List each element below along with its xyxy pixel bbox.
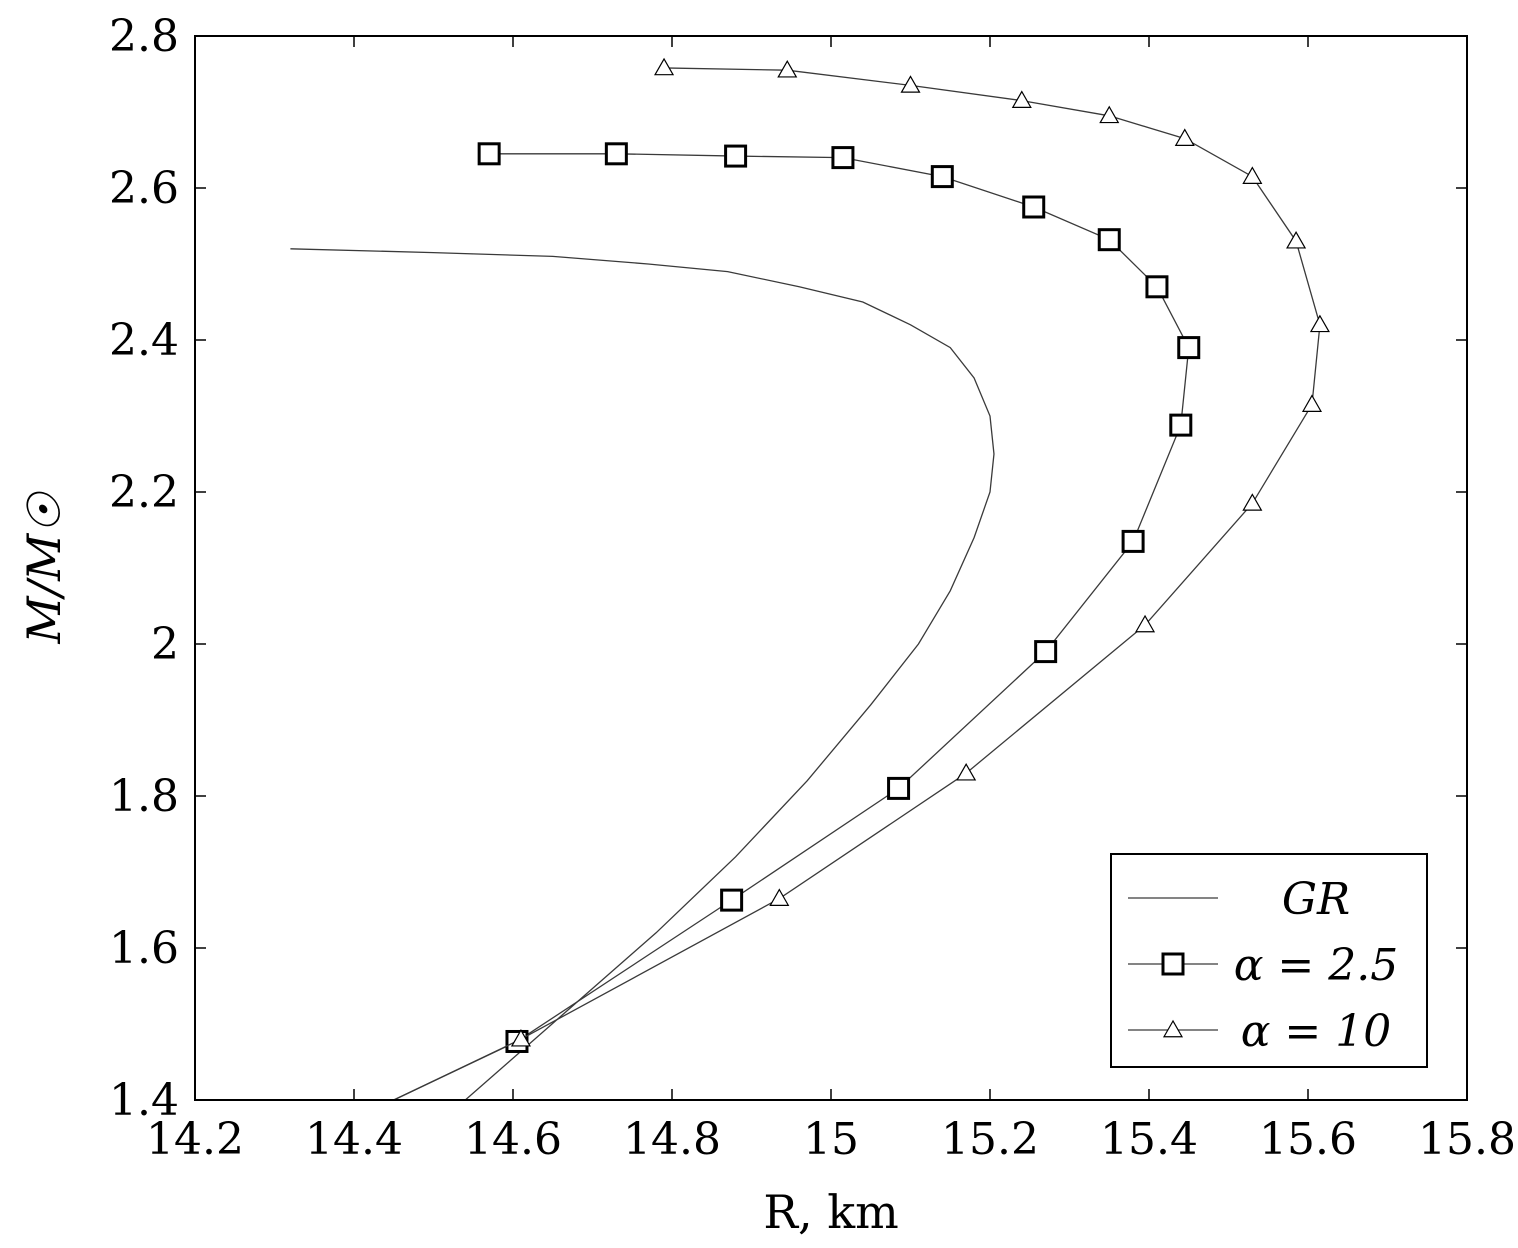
data-point-2-7 [1309, 314, 1330, 333]
legend-entry-2: α = 10 [1128, 1006, 1391, 1057]
y-tick-label-4: 2.2 [109, 467, 179, 518]
data-point-2-5 [1242, 493, 1263, 511]
data-point-1-10 [1022, 195, 1046, 219]
data-point-2-3 [956, 762, 977, 781]
data-point-2-1 [510, 1028, 531, 1047]
y-tick-label-7: 2.8 [109, 11, 179, 62]
tick-labels: 14.2 14.4 14.6 14.8 15 15.2 15.4 15.6 15.8 1.4 1.6… [109, 11, 1516, 1165]
y-tick-label-1: 1.6 [109, 923, 179, 974]
legend: GR α = 2.5 α = 10 [1110, 853, 1428, 1068]
data-point-2-2 [769, 888, 790, 906]
data-point-2-9 [1242, 166, 1263, 184]
data-point-2-13 [900, 75, 921, 93]
y-tick-label-2: 1.8 [109, 771, 179, 822]
data-point-1-9 [1097, 228, 1121, 252]
data-point-1-3 [887, 776, 911, 800]
x-tick-label-1: 14.4 [305, 1114, 403, 1165]
legend-label-0: GR [1282, 874, 1350, 925]
series-1 [393, 142, 1201, 1100]
legend-entries: GR α = 2.5 α = 10 [1128, 874, 1398, 1057]
data-point-1-4 [1034, 640, 1058, 664]
series-line-2 [393, 67, 1321, 1100]
data-point-2-4 [1134, 614, 1156, 633]
data-point-1-6 [1169, 413, 1193, 437]
data-point-2-8 [1286, 230, 1307, 249]
data-point-2-15 [654, 57, 675, 76]
y-tick-label-3: 2 [151, 619, 179, 670]
legend-label-1: α = 2.5 [1234, 940, 1399, 991]
data-point-2-12 [1011, 90, 1032, 108]
y-tick-label-0: 1.4 [109, 1075, 179, 1126]
series-2 [393, 57, 1330, 1100]
data-point-2-6 [1301, 394, 1323, 412]
plot-frame [194, 35, 1468, 1101]
legend-entry-1: α = 2.5 [1128, 940, 1398, 991]
x-tick-label-8: 15.8 [1418, 1114, 1516, 1165]
x-tick-label-4: 15 [803, 1114, 859, 1165]
data-point-1-13 [724, 144, 748, 168]
data-point-1-12 [831, 146, 855, 170]
legend-marker-1 [1161, 952, 1185, 976]
x-tick-label-0: 14.2 [146, 1114, 244, 1165]
data-point-1-11 [930, 165, 954, 189]
data-point-2-11 [1099, 105, 1120, 124]
x-axis-label: R, km [763, 1185, 898, 1239]
x-tick-label-5: 15.2 [941, 1114, 1039, 1165]
data-point-1-7 [1177, 336, 1201, 360]
plot-series [290, 57, 1330, 1100]
y-tick-label-5: 2.4 [109, 315, 179, 366]
y-tick-label-6: 2.6 [109, 163, 179, 214]
data-point-1-2 [720, 888, 744, 912]
legend-marker-2 [1162, 1019, 1184, 1038]
x-tick-label-2: 14.6 [464, 1114, 562, 1165]
series-line-0 [290, 248, 995, 1100]
legend-label-2: α = 10 [1241, 1006, 1392, 1057]
data-point-2-14 [777, 59, 798, 78]
x-tick-label-6: 15.4 [1100, 1114, 1198, 1165]
data-point-2-10 [1174, 128, 1195, 146]
legend-entry-0: GR [1128, 874, 1350, 925]
x-tick-label-3: 14.8 [623, 1114, 721, 1165]
data-point-1-14 [604, 142, 628, 166]
series-line-1 [393, 153, 1190, 1100]
data-point-1-5 [1121, 529, 1145, 553]
x-tick-label-7: 15.6 [1259, 1114, 1357, 1165]
y-axis-label: M/M☉ [17, 491, 71, 645]
data-point-1-8 [1145, 275, 1169, 299]
data-point-1-15 [477, 142, 501, 166]
series-0 [290, 248, 995, 1100]
